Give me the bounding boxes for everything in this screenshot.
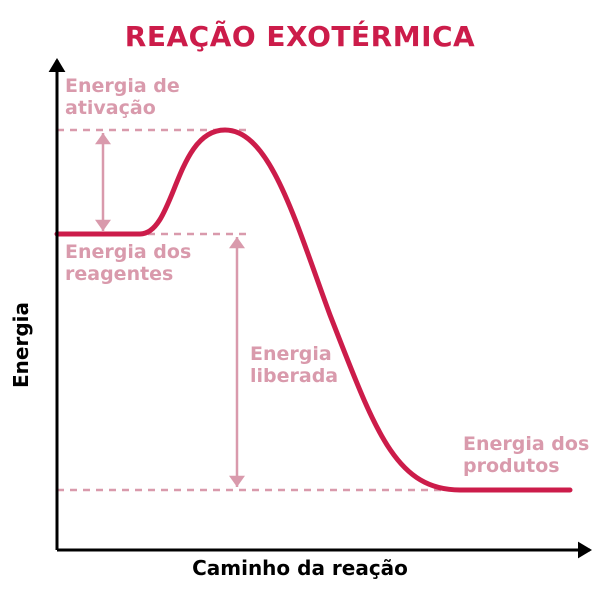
products-energy-label: Energia dos xyxy=(463,433,589,455)
reactants-energy-label: reagentes xyxy=(65,263,173,285)
activation-energy-label: Energia de xyxy=(65,75,180,97)
released-energy-label: liberada xyxy=(250,365,338,387)
activation-energy-label: ativação xyxy=(65,97,156,119)
released-energy-arrow xyxy=(229,237,245,487)
energy-diagram: Energia de ativação Energia dos reagente… xyxy=(0,0,600,600)
axes xyxy=(49,58,592,558)
reactants-energy-label: Energia dos xyxy=(65,241,191,263)
activation-energy-arrow xyxy=(95,133,111,231)
products-energy-label: produtos xyxy=(463,455,560,477)
y-axis-label: Energia xyxy=(9,302,33,388)
x-axis-label: Caminho da reação xyxy=(192,556,408,580)
released-energy-label: Energia xyxy=(250,343,332,365)
